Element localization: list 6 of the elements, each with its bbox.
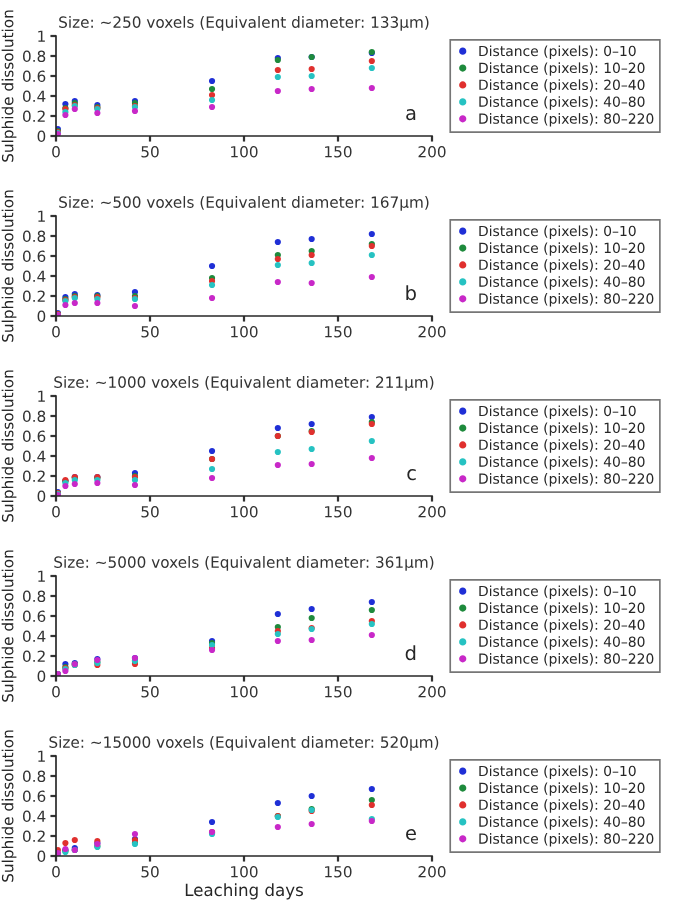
annotation: d xyxy=(405,645,416,661)
x-axis-title: Leaching days xyxy=(185,883,303,900)
annotation: a xyxy=(406,109,416,121)
annotation: e xyxy=(406,829,416,841)
annotation: c xyxy=(407,469,416,481)
annotation: b xyxy=(406,285,416,301)
